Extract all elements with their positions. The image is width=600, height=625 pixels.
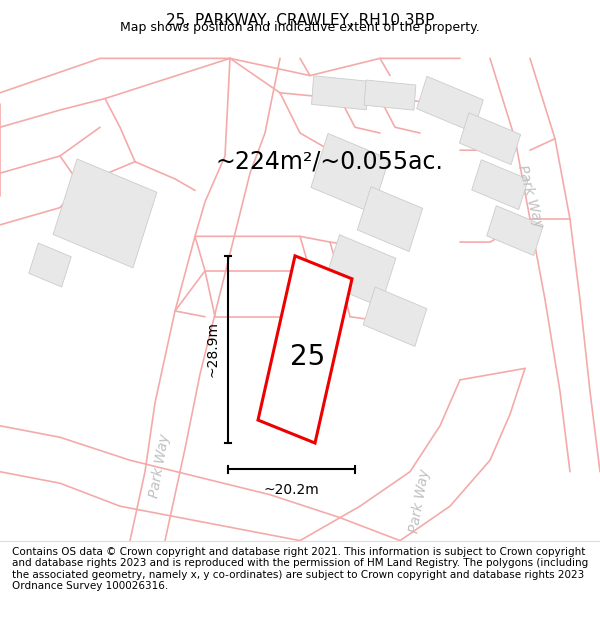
Text: 25, PARKWAY, CRAWLEY, RH10 3BP: 25, PARKWAY, CRAWLEY, RH10 3BP <box>166 13 434 28</box>
Text: Park Way: Park Way <box>407 468 433 534</box>
Polygon shape <box>472 160 528 209</box>
Text: ~224m²/~0.055ac.: ~224m²/~0.055ac. <box>215 150 443 174</box>
Text: Map shows position and indicative extent of the property.: Map shows position and indicative extent… <box>120 21 480 34</box>
Polygon shape <box>460 113 521 164</box>
Text: Park Way: Park Way <box>148 433 173 499</box>
Text: ~20.2m: ~20.2m <box>263 483 319 497</box>
Polygon shape <box>311 76 368 110</box>
Polygon shape <box>487 206 543 256</box>
Polygon shape <box>358 187 422 251</box>
Text: 25: 25 <box>290 343 326 371</box>
Text: ~28.9m: ~28.9m <box>205 321 219 378</box>
Text: Park Way: Park Way <box>515 163 545 229</box>
Polygon shape <box>258 256 352 443</box>
Polygon shape <box>364 80 416 110</box>
Polygon shape <box>311 134 389 213</box>
Polygon shape <box>324 235 396 307</box>
Polygon shape <box>363 287 427 346</box>
Polygon shape <box>53 159 157 268</box>
Text: Contains OS data © Crown copyright and database right 2021. This information is : Contains OS data © Crown copyright and d… <box>12 546 588 591</box>
Polygon shape <box>416 76 484 132</box>
Polygon shape <box>29 243 71 287</box>
